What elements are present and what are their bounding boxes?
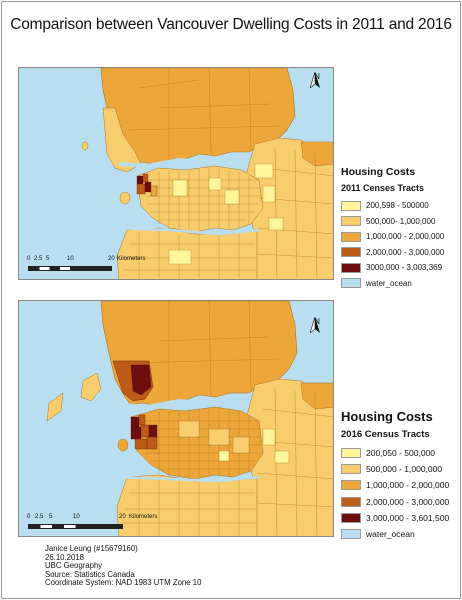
island bbox=[117, 438, 129, 452]
scale-tick: 2.5 bbox=[34, 256, 43, 262]
credit-author: Janice Leung (#15679160) bbox=[45, 544, 138, 553]
mid-cost-tracts bbox=[178, 420, 250, 454]
legend-swatch bbox=[341, 216, 361, 227]
legend-item: 3,000,000 - 3,601,500 bbox=[341, 510, 449, 526]
legend-label: water_ocean bbox=[366, 278, 412, 288]
map-2016-canvas bbox=[46, 301, 333, 536]
east-upper-block bbox=[300, 382, 333, 410]
legend-label: 1,000,000 - 2,000,000 bbox=[366, 232, 445, 242]
legend-2016: Housing Costs 2016 Census Tracts 200,050… bbox=[341, 409, 449, 542]
scale-bar: 0 2.5 5 10 20 Kilometers bbox=[27, 256, 157, 276]
scale-bar-graphic bbox=[28, 266, 112, 271]
map-2011: N 0 2.5 5 10 20 Kilometers bbox=[18, 67, 334, 280]
legend-subtitle: 2016 Census Tracts bbox=[341, 429, 430, 440]
census-tract-lines bbox=[123, 301, 333, 536]
legend-item: 3000,000 - 3,003,369 bbox=[341, 260, 444, 276]
map-2011-canvas bbox=[81, 68, 333, 279]
legend-swatch bbox=[341, 262, 361, 273]
scale-tick: 10 bbox=[73, 514, 80, 520]
legend-swatch bbox=[341, 464, 361, 475]
legend-item: 2,000,000 - 3,000,000 bbox=[341, 494, 449, 510]
legend-swatch bbox=[341, 529, 361, 540]
legend-item: 200,598 - 500000 bbox=[341, 198, 444, 214]
legend-title: Housing Costs bbox=[341, 409, 433, 424]
census-tract-lines bbox=[123, 68, 333, 279]
water-channel bbox=[118, 398, 246, 410]
fraser-river bbox=[114, 226, 260, 236]
legend-label: 200,050 - 500,000 bbox=[366, 448, 436, 459]
legend-swatch bbox=[341, 448, 361, 459]
legend-item: 500,000 - 1,000,000 bbox=[341, 461, 449, 477]
north-arrow-icon bbox=[310, 72, 320, 88]
scale-unit: Kilometers bbox=[117, 256, 146, 262]
legend-label: water_ocean bbox=[366, 529, 415, 540]
scale-tick: 5 bbox=[46, 256, 50, 262]
legend-label: 500,000 - 1,000,000 bbox=[366, 464, 443, 475]
legend-item: 1,000,000 - 2,000,000 bbox=[341, 477, 449, 493]
legend-label: 2,000,000 - 3,000,000 bbox=[366, 247, 445, 257]
legend-label: 3000,000 - 3,003,369 bbox=[366, 263, 443, 273]
high-cost-tracts bbox=[130, 414, 158, 450]
fraser-river bbox=[114, 475, 260, 483]
page-title: Comparison between Vancouver Dwelling Co… bbox=[10, 16, 452, 33]
credit-source: Source: Statistics Canada bbox=[45, 569, 135, 579]
credit-institution: UBC Geography bbox=[45, 561, 103, 571]
west-vancouver-core bbox=[130, 364, 152, 396]
legend-label: 3,000,000 - 3,601,500 bbox=[366, 512, 450, 523]
scale-tick: 2.5 bbox=[35, 514, 44, 520]
map-credits: Janice Leung (#15679160) 26.10.2018 UBC … bbox=[45, 544, 202, 588]
scale-bar: 0 2.5 5 10 20 Kilometers bbox=[27, 514, 187, 534]
legend-swatch bbox=[341, 480, 361, 491]
legend-label: 1,000,000 - 2,000,000 bbox=[366, 480, 450, 491]
scale-tick: 20 bbox=[108, 256, 115, 262]
legend-item: 500,000- 1,000,000 bbox=[341, 214, 444, 230]
scale-tick: 10 bbox=[67, 256, 74, 262]
credit-coordinate-system: Coordinate System: NAD 1983 UTM Zone 10 bbox=[45, 578, 202, 588]
bowen-island bbox=[80, 372, 102, 402]
legend-swatch bbox=[341, 200, 361, 211]
credit-date: 26.10.2018 bbox=[45, 552, 85, 562]
north-arrow: N bbox=[310, 72, 324, 88]
scale-tick: 0 bbox=[27, 514, 31, 520]
legend-item: water_ocean bbox=[341, 526, 449, 542]
legend-title: Housing Costs bbox=[341, 166, 416, 178]
north-arrow-label: N bbox=[314, 72, 320, 81]
legend-item: water_ocean bbox=[341, 276, 444, 292]
island bbox=[46, 392, 64, 422]
high-cost-tracts bbox=[136, 173, 158, 197]
legend-subtitle: 2011 Censes Tracts bbox=[341, 183, 425, 193]
north-arrow-label: N bbox=[314, 317, 320, 326]
low-cost-tracts bbox=[168, 163, 284, 265]
legend-label: 2,000,000 - 3,000,000 bbox=[366, 496, 450, 507]
legend-swatch bbox=[341, 512, 361, 523]
island bbox=[81, 141, 89, 151]
legend-swatch bbox=[341, 496, 361, 507]
scale-unit: Kilometers bbox=[129, 514, 158, 520]
island bbox=[119, 191, 131, 205]
vancouver-burnaby-region bbox=[136, 165, 264, 233]
legend-label: 500,000- 1,000,000 bbox=[366, 216, 436, 226]
legend-swatch bbox=[341, 231, 361, 242]
scale-tick: 0 bbox=[27, 256, 31, 262]
map-2016: N 0 2.5 5 10 20 Kilometers bbox=[18, 300, 334, 537]
north-arrow-icon bbox=[310, 317, 320, 333]
scale-tick: 20 bbox=[119, 514, 126, 520]
legend-2011: Housing Costs 2011 Censes Tracts 200,598… bbox=[341, 166, 444, 291]
low-cost-tracts bbox=[218, 428, 290, 464]
legend-item: 2,000,000 - 3,000,000 bbox=[341, 245, 444, 261]
scale-tick: 5 bbox=[49, 514, 53, 520]
legend-item: 200,050 - 500,000 bbox=[341, 445, 449, 461]
legend-label: 200,598 - 500000 bbox=[366, 201, 429, 211]
scale-bar-graphic bbox=[28, 524, 123, 529]
legend-swatch bbox=[341, 247, 361, 258]
water-channel bbox=[118, 157, 246, 169]
north-arrow: N bbox=[310, 317, 324, 333]
legend-swatch bbox=[341, 278, 361, 289]
legend-item: 1,000,000 - 2,000,000 bbox=[341, 229, 444, 245]
east-upper-block bbox=[300, 141, 333, 167]
